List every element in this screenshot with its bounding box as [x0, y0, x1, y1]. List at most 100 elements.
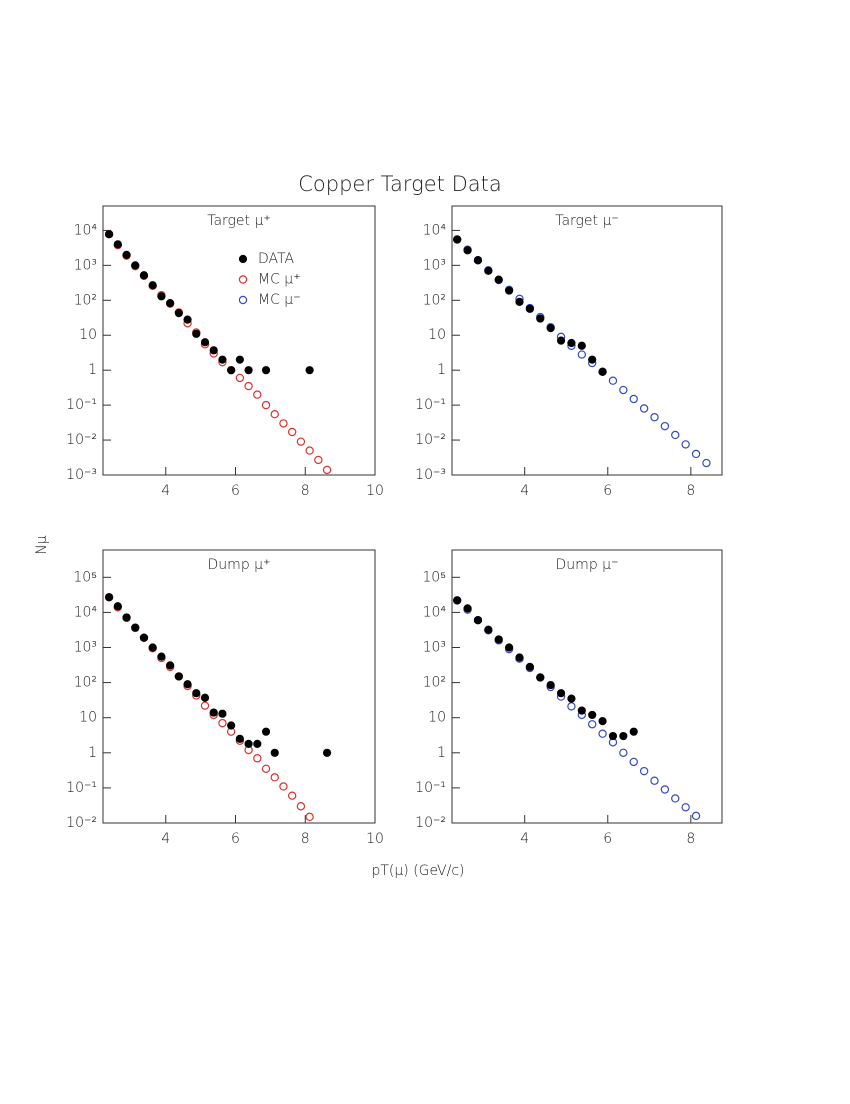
x-tick-label: 4 — [520, 483, 529, 499]
data-point — [174, 309, 183, 318]
data-point — [598, 729, 607, 738]
y-tick-label: 10⁻² — [66, 815, 97, 831]
data-point — [505, 286, 514, 295]
y-tick-label: 10² — [74, 292, 97, 308]
y-tick-label: 10⁻² — [66, 432, 97, 448]
data-point — [494, 275, 503, 284]
y-tick-label: 10³ — [423, 257, 446, 273]
data-point — [209, 346, 218, 355]
data-point — [577, 341, 586, 350]
data-point — [244, 366, 253, 375]
plot-frame — [451, 549, 723, 824]
data-point — [200, 338, 210, 347]
data-point — [556, 336, 566, 345]
x-tick-label: 4 — [161, 483, 170, 499]
data-point — [131, 261, 140, 270]
data-point — [166, 299, 175, 308]
data-point — [681, 440, 690, 449]
data-point — [588, 710, 597, 720]
data-point — [546, 680, 555, 690]
data-point — [702, 458, 711, 468]
x-tick-label: 6 — [603, 831, 612, 847]
data-point — [113, 240, 122, 249]
y-tick-label: 10⁵ — [422, 569, 446, 585]
data-point — [122, 613, 131, 622]
data-point — [244, 739, 253, 748]
legend-label: MC μ⁺ — [258, 272, 301, 288]
plot-frame — [102, 549, 376, 824]
data-point — [105, 593, 114, 602]
data-point — [608, 376, 618, 385]
data-point — [515, 653, 524, 662]
data-point — [619, 385, 628, 395]
data-point — [105, 230, 114, 239]
legend-marker — [238, 254, 248, 264]
x-axis-label: pT(μ) (GeV/c) — [371, 863, 464, 879]
data-point — [525, 662, 534, 672]
data-point — [253, 739, 262, 748]
data-point — [139, 271, 149, 280]
data-point — [235, 734, 244, 743]
data-point — [270, 773, 279, 782]
data-point — [567, 694, 576, 703]
data-point — [681, 803, 690, 812]
data-point — [157, 652, 166, 661]
data-point — [660, 785, 670, 794]
y-tick-label: 10⁻¹ — [66, 397, 97, 413]
data-point — [556, 689, 566, 698]
data-point — [577, 350, 587, 359]
y-tick-label: 10² — [423, 292, 446, 308]
x-tick-label: 10 — [366, 483, 384, 499]
data-point — [322, 465, 332, 475]
data-point — [296, 802, 306, 811]
data-point — [650, 413, 659, 422]
y-tick-label: 10³ — [423, 640, 446, 656]
data-point — [629, 727, 638, 736]
y-tick-label: 10 — [428, 710, 446, 726]
data-point — [525, 304, 534, 313]
y-tick-label: 10⁻¹ — [415, 780, 446, 796]
data-point — [270, 409, 279, 419]
data-point — [261, 764, 271, 774]
y-tick-label: 1 — [88, 745, 97, 761]
y-tick-label: 10³ — [74, 640, 97, 656]
data-point — [608, 731, 618, 741]
data-point — [505, 643, 514, 652]
x-tick-label: 10 — [366, 831, 384, 847]
data-point — [305, 446, 314, 455]
data-point — [691, 811, 701, 821]
y-tick-label: 10⁻³ — [66, 467, 97, 483]
data-point — [484, 266, 493, 275]
data-point — [218, 355, 227, 364]
data-point — [122, 250, 131, 259]
data-point — [183, 315, 192, 324]
data-point — [148, 281, 157, 290]
data-point — [279, 419, 288, 428]
panel-title: Dump μ⁺ — [208, 557, 271, 573]
data-point — [148, 643, 157, 652]
data-point — [515, 297, 524, 307]
y-tick-label: 10 — [79, 327, 97, 343]
data-point — [235, 355, 244, 364]
data-point — [587, 720, 597, 729]
data-point — [567, 702, 576, 711]
data-point — [261, 727, 271, 736]
data-point — [650, 776, 659, 785]
y-tick-label: 10⁻¹ — [66, 780, 97, 796]
y-tick-label: 10⁴ — [74, 222, 98, 238]
data-point — [660, 421, 670, 431]
data-point — [131, 623, 140, 632]
data-point — [296, 437, 306, 446]
data-point — [209, 708, 218, 717]
data-point — [463, 604, 472, 613]
data-point — [287, 427, 297, 437]
data-point — [157, 292, 166, 301]
data-point — [691, 449, 701, 459]
y-tick-label: 10³ — [74, 257, 97, 273]
data-point — [463, 246, 472, 255]
y-tick-label: 10⁴ — [423, 222, 447, 238]
y-tick-label: 10² — [423, 675, 446, 691]
data-point — [536, 314, 545, 323]
data-point — [671, 430, 680, 440]
data-point — [453, 596, 462, 605]
